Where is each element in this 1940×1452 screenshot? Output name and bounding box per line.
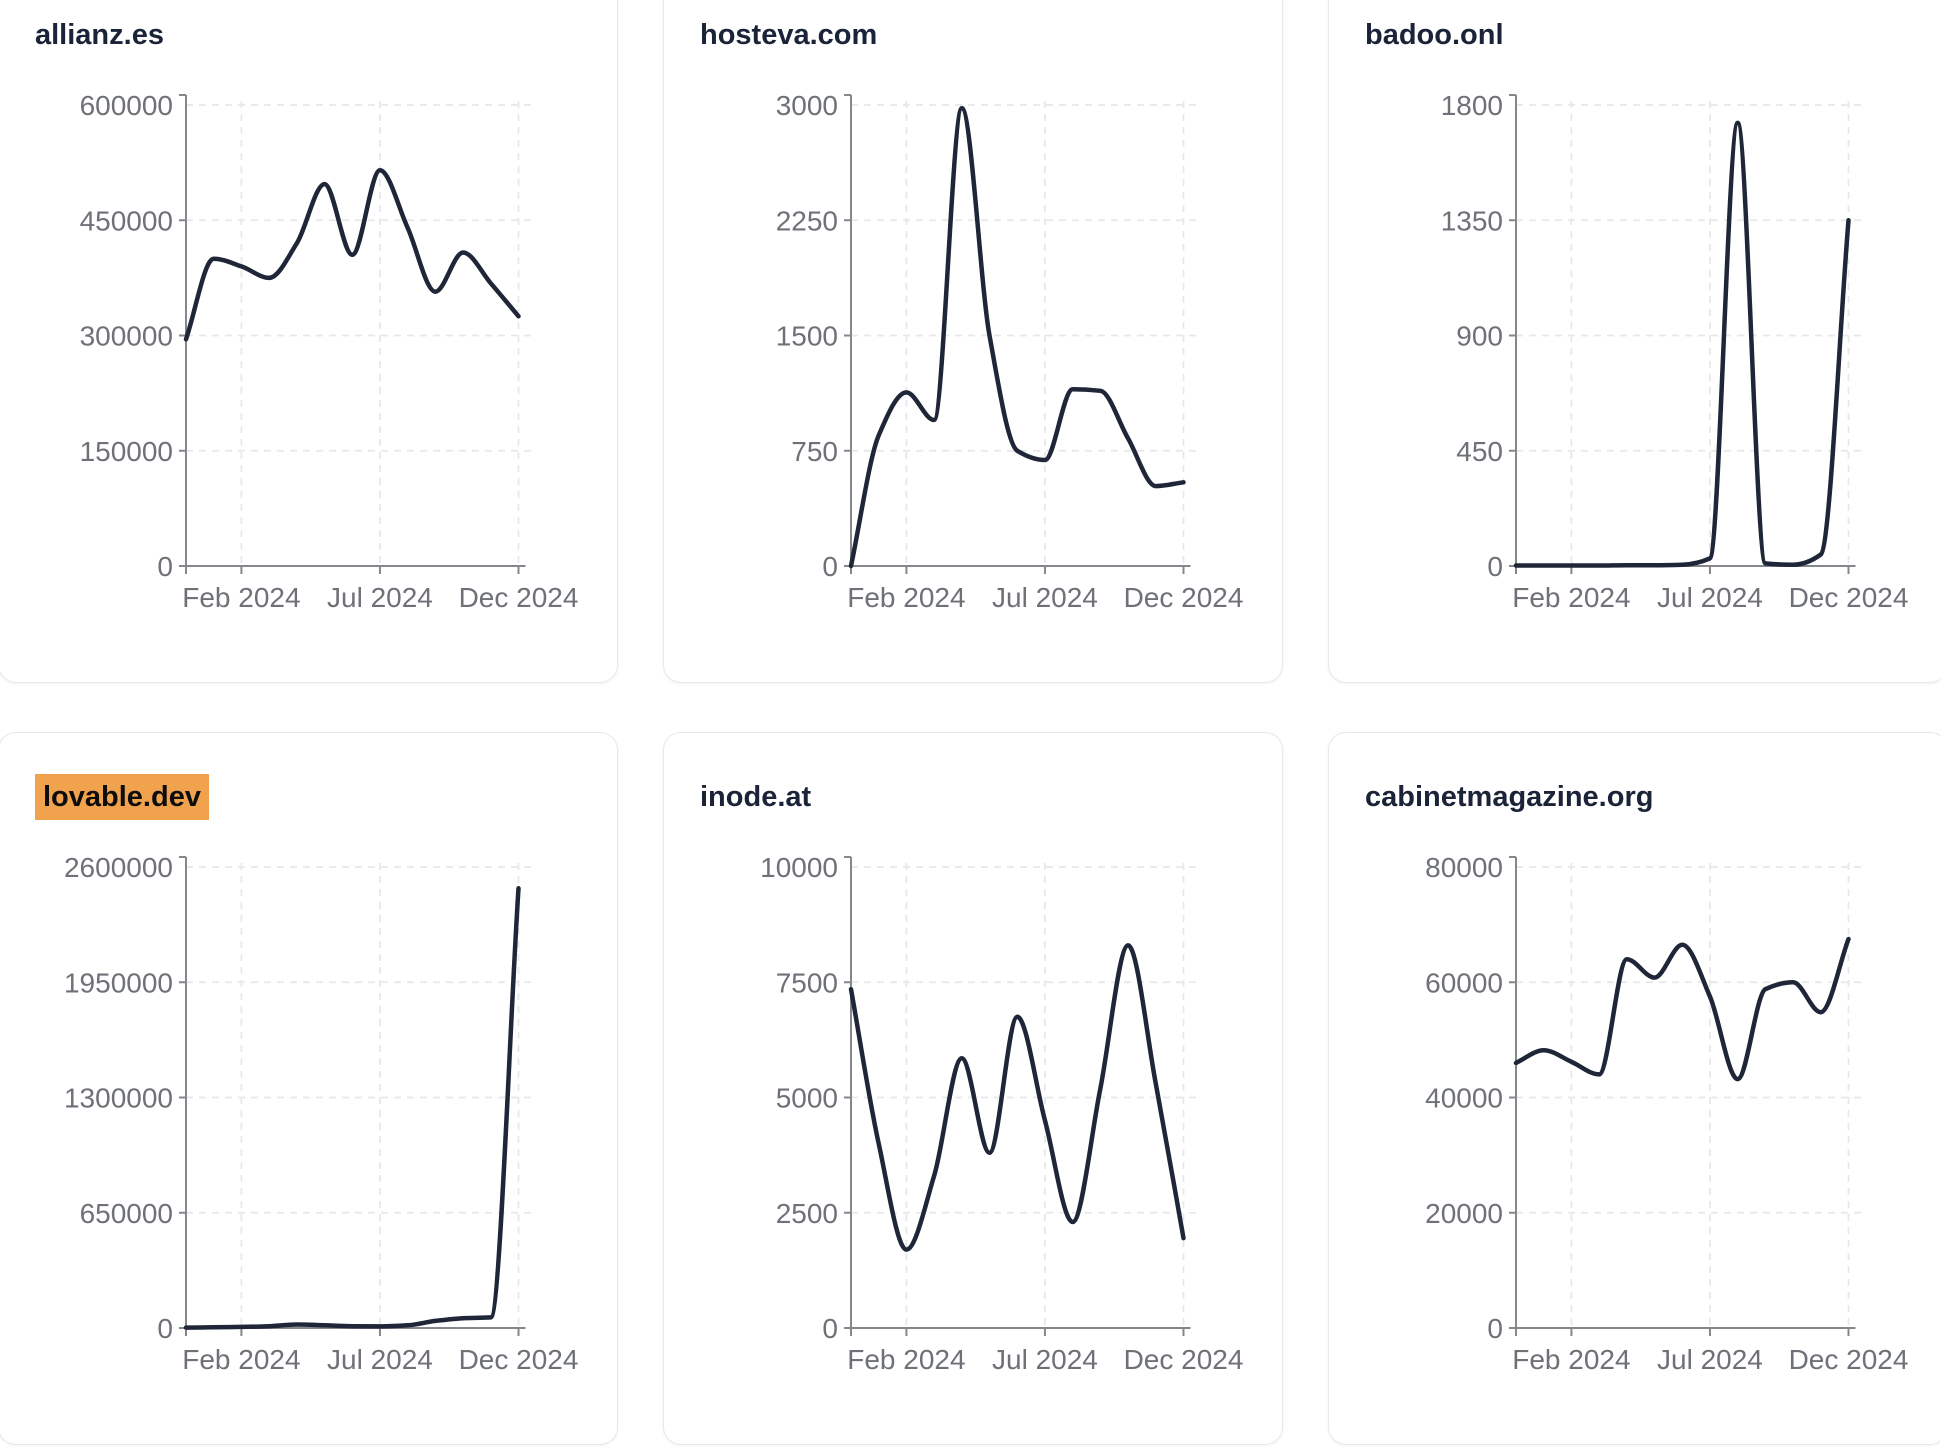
chart-title: allianz.es <box>35 19 164 52</box>
y-tick-label: 10000 <box>760 852 838 883</box>
y-tick-label: 600000 <box>80 90 173 121</box>
line-chart: 0 650000 1300000 1950000 2600000 Feb 2024 Jul … <box>64 852 579 1375</box>
chart-title: cabinetmagazine.org <box>1365 781 1653 814</box>
line-chart: 0 20000 40000 60000 80000 Feb 2024 Jul 2024 Dec… <box>1425 852 1909 1375</box>
y-tick-label: 20000 <box>1425 1198 1503 1229</box>
y-tick-label: 2500 <box>776 1198 838 1229</box>
x-tick-label: Feb 2024 <box>1512 1344 1630 1375</box>
x-tick-label: Jul 2024 <box>1657 582 1763 613</box>
y-tick-label: 2250 <box>776 205 838 236</box>
x-tick-label: Jul 2024 <box>327 582 433 613</box>
y-tick-label: 300000 <box>80 321 173 352</box>
chart-card: hosteva.com 0 750 1500 2250 3000 Feb 2024 Jul … <box>663 0 1283 683</box>
domain-label: allianz.es <box>35 19 164 51</box>
y-tick-label: 1300000 <box>64 1083 173 1114</box>
line-chart: 0 2500 5000 7500 10000 Feb 2024 Jul 2024 Dec 20… <box>760 852 1244 1375</box>
y-tick-label: 80000 <box>1425 852 1503 883</box>
y-tick-label: 0 <box>1487 551 1503 582</box>
x-tick-label: Feb 2024 <box>182 1344 300 1375</box>
y-tick-label: 5000 <box>776 1083 838 1114</box>
x-tick-label: Jul 2024 <box>992 582 1098 613</box>
y-tick-label: 150000 <box>80 436 173 467</box>
y-tick-label: 1800 <box>1441 90 1503 121</box>
y-tick-label: 0 <box>1487 1313 1503 1344</box>
y-tick-label: 750 <box>791 436 838 467</box>
x-tick-label: Feb 2024 <box>1512 582 1630 613</box>
x-tick-label: Dec 2024 <box>459 1344 579 1375</box>
x-tick-label: Jul 2024 <box>992 1344 1098 1375</box>
x-tick-label: Jul 2024 <box>1657 1344 1763 1375</box>
line-chart: 0 450 900 1350 1800 Feb 2024 Jul 2024 Dec 2024 <box>1441 90 1909 613</box>
domain-label: cabinetmagazine.org <box>1365 781 1654 813</box>
chart-card: lovable.dev 0 650000 1300000 1950000 2600000… <box>0 732 618 1445</box>
y-tick-label: 450 <box>1456 436 1503 467</box>
y-tick-label: 0 <box>157 1313 173 1344</box>
y-tick-label: 7500 <box>776 967 838 998</box>
x-tick-label: Dec 2024 <box>459 582 579 613</box>
chart-card: allianz.es 0 150000 300000 450000 600000 Feb … <box>0 0 618 683</box>
y-tick-label: 1950000 <box>64 967 173 998</box>
line-chart: 0 150000 300000 450000 600000 Feb 2024 Jul 202… <box>80 90 579 613</box>
domain-label: inode.at <box>700 781 812 813</box>
domain-label: lovable.dev <box>35 774 209 820</box>
x-tick-label: Dec 2024 <box>1789 1344 1909 1375</box>
y-tick-label: 900 <box>1456 321 1503 352</box>
y-tick-label: 60000 <box>1425 967 1503 998</box>
y-tick-label: 0 <box>822 551 838 582</box>
y-tick-label: 1350 <box>1441 205 1503 236</box>
chart-card: cabinetmagazine.org 0 20000 40000 60000 8000… <box>1328 732 1940 1445</box>
y-tick-label: 450000 <box>80 205 173 236</box>
chart-title: hosteva.com <box>700 19 877 52</box>
domain-label: hosteva.com <box>700 19 878 51</box>
line-chart: 0 750 1500 2250 3000 Feb 2024 Jul 2024 Dec 2024 <box>776 90 1244 613</box>
y-tick-label: 650000 <box>80 1198 173 1229</box>
chart-card: badoo.onl 0 450 900 1350 1800 Feb 2024 Jul 202… <box>1328 0 1940 683</box>
y-tick-label: 40000 <box>1425 1083 1503 1114</box>
x-tick-label: Dec 2024 <box>1789 582 1909 613</box>
y-tick-label: 2600000 <box>64 852 173 883</box>
chart-title: lovable.dev <box>35 774 209 820</box>
y-tick-label: 3000 <box>776 90 838 121</box>
x-tick-label: Feb 2024 <box>847 1344 965 1375</box>
chart-title: badoo.onl <box>1365 19 1504 52</box>
x-tick-label: Dec 2024 <box>1124 1344 1244 1375</box>
x-tick-label: Feb 2024 <box>182 582 300 613</box>
y-tick-label: 0 <box>157 551 173 582</box>
y-tick-label: 1500 <box>776 321 838 352</box>
domain-label: badoo.onl <box>1365 19 1504 51</box>
chart-title: inode.at <box>700 781 811 814</box>
x-tick-label: Feb 2024 <box>847 582 965 613</box>
y-tick-label: 0 <box>822 1313 838 1344</box>
x-tick-label: Jul 2024 <box>327 1344 433 1375</box>
chart-card: inode.at 0 2500 5000 7500 10000 Feb 2024 Jul 2… <box>663 732 1283 1445</box>
x-tick-label: Dec 2024 <box>1124 582 1244 613</box>
